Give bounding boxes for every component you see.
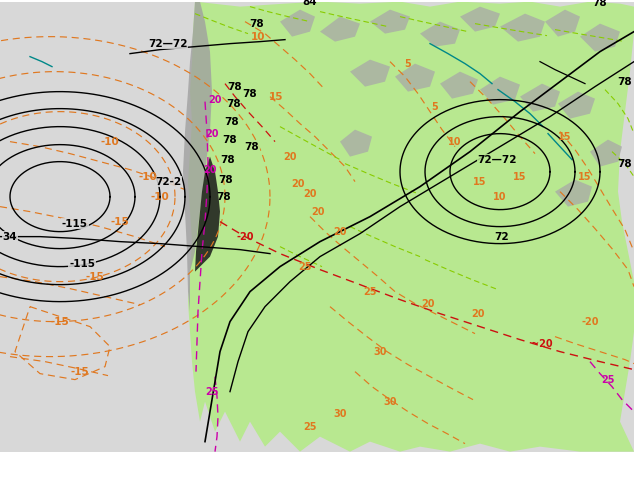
Text: 78: 78	[243, 89, 257, 98]
Text: 78: 78	[227, 98, 242, 109]
Text: 20: 20	[208, 95, 222, 105]
Text: -15: -15	[110, 217, 129, 226]
Text: 20: 20	[204, 165, 217, 174]
Text: 34: 34	[3, 232, 17, 242]
Text: 20: 20	[333, 226, 347, 237]
Polygon shape	[580, 24, 620, 51]
Text: 78: 78	[250, 19, 264, 28]
Text: 20: 20	[421, 298, 435, 309]
Text: 25: 25	[205, 387, 219, 396]
Polygon shape	[440, 72, 478, 98]
Text: 78: 78	[219, 174, 233, 185]
Text: -15: -15	[51, 317, 69, 327]
Polygon shape	[183, 1, 212, 312]
Text: -115: -115	[62, 219, 88, 229]
Text: Height/Temp. 925 hPa [gdpm] ECMWF: Height/Temp. 925 hPa [gdpm] ECMWF	[6, 460, 254, 473]
Polygon shape	[558, 92, 595, 119]
Text: 78: 78	[593, 0, 607, 8]
Text: -10: -10	[139, 172, 157, 182]
Text: 15: 15	[473, 176, 487, 187]
Text: 20: 20	[283, 151, 297, 162]
Text: 78: 78	[618, 76, 632, 87]
Text: 15: 15	[514, 172, 527, 182]
Text: 78: 78	[618, 159, 632, 169]
Text: 30: 30	[333, 409, 347, 418]
Text: -20: -20	[236, 232, 254, 242]
Polygon shape	[350, 60, 390, 87]
Polygon shape	[420, 22, 460, 47]
Polygon shape	[520, 84, 560, 112]
Text: 10: 10	[251, 32, 265, 42]
Polygon shape	[480, 76, 520, 105]
Polygon shape	[395, 64, 435, 92]
Polygon shape	[555, 180, 592, 207]
Text: 30: 30	[373, 346, 387, 357]
Text: 5: 5	[432, 101, 438, 112]
Text: © weatheronline.co.uk: © weatheronline.co.uk	[486, 477, 628, 487]
Text: -20: -20	[581, 317, 598, 327]
Polygon shape	[500, 14, 545, 42]
Text: 78: 78	[223, 135, 237, 145]
Text: 20: 20	[471, 309, 485, 318]
Text: 30: 30	[383, 396, 397, 407]
Text: 15: 15	[578, 172, 592, 182]
Polygon shape	[195, 157, 220, 271]
Text: 20: 20	[205, 129, 219, 139]
Text: -15: -15	[86, 271, 105, 282]
Text: 78: 78	[224, 117, 239, 126]
Text: -10: -10	[101, 137, 119, 147]
Text: 78: 78	[245, 142, 259, 151]
Text: 72—72: 72—72	[148, 39, 188, 49]
Text: 20: 20	[311, 207, 325, 217]
Text: 84: 84	[302, 0, 317, 7]
Text: 78: 78	[217, 192, 231, 201]
Text: 5: 5	[404, 59, 411, 69]
Polygon shape	[280, 10, 315, 37]
Text: 25: 25	[303, 421, 317, 432]
Text: Su 09-06-2024 18:00 UTC (18+144): Su 09-06-2024 18:00 UTC (18+144)	[387, 457, 628, 470]
Polygon shape	[320, 17, 360, 42]
Polygon shape	[370, 10, 410, 34]
Text: ~20: ~20	[531, 339, 553, 348]
Text: 10: 10	[493, 192, 507, 201]
Text: 72: 72	[495, 232, 509, 242]
Text: 20: 20	[303, 189, 317, 198]
Text: 25: 25	[601, 375, 615, 385]
Polygon shape	[590, 140, 622, 167]
Polygon shape	[460, 7, 500, 32]
Text: 72—72: 72—72	[477, 155, 517, 165]
Polygon shape	[340, 130, 372, 157]
Text: 25: 25	[363, 287, 377, 296]
Text: -10: -10	[151, 192, 169, 201]
Polygon shape	[188, 1, 634, 452]
Text: -115: -115	[69, 259, 95, 269]
Text: 78: 78	[221, 155, 235, 165]
Text: -15: -15	[70, 367, 89, 377]
Text: 10: 10	[448, 137, 462, 147]
Text: 25: 25	[298, 262, 312, 271]
Text: 72-2: 72-2	[155, 176, 181, 187]
Text: 20: 20	[291, 179, 305, 189]
Text: 78: 78	[228, 82, 242, 92]
Text: 15: 15	[559, 132, 572, 142]
Text: 15: 15	[269, 92, 283, 101]
Polygon shape	[545, 10, 580, 37]
